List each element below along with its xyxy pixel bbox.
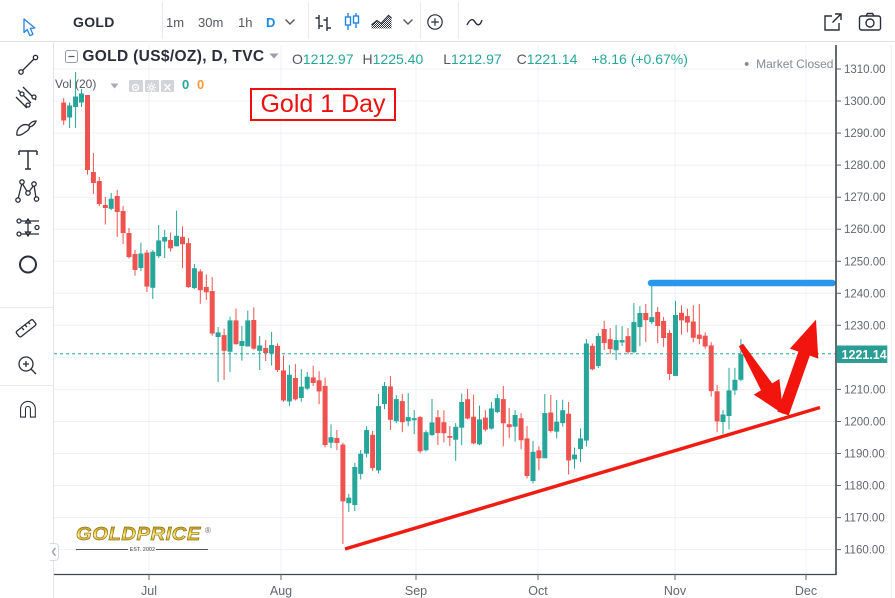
- svg-text:1230.00: 1230.00: [844, 320, 886, 332]
- svg-text:Jul: Jul: [141, 584, 157, 598]
- svg-text:1210.00: 1210.00: [844, 384, 886, 396]
- svg-text:1280.00: 1280.00: [844, 160, 886, 172]
- svg-text:Sep: Sep: [405, 584, 427, 598]
- svg-text:1200.00: 1200.00: [844, 417, 886, 429]
- svg-text:1180.00: 1180.00: [844, 481, 885, 493]
- svg-text:1310.00: 1310.00: [844, 64, 886, 76]
- svg-text:Aug: Aug: [270, 584, 292, 598]
- svg-text:1190.00: 1190.00: [844, 449, 885, 461]
- svg-text:Nov: Nov: [664, 584, 687, 598]
- svg-text:Oct: Oct: [528, 584, 548, 598]
- svg-text:1300.00: 1300.00: [844, 96, 886, 108]
- svg-text:1170.00: 1170.00: [844, 513, 885, 525]
- svg-text:1160.00: 1160.00: [844, 545, 885, 557]
- svg-text:1240.00: 1240.00: [844, 288, 886, 300]
- svg-text:1260.00: 1260.00: [844, 224, 886, 236]
- svg-text:1290.00: 1290.00: [844, 128, 886, 140]
- svg-text:1221.14: 1221.14: [842, 348, 887, 362]
- svg-text:Dec: Dec: [795, 584, 817, 598]
- svg-text:1250.00: 1250.00: [844, 256, 886, 268]
- svg-text:1270.00: 1270.00: [844, 192, 886, 204]
